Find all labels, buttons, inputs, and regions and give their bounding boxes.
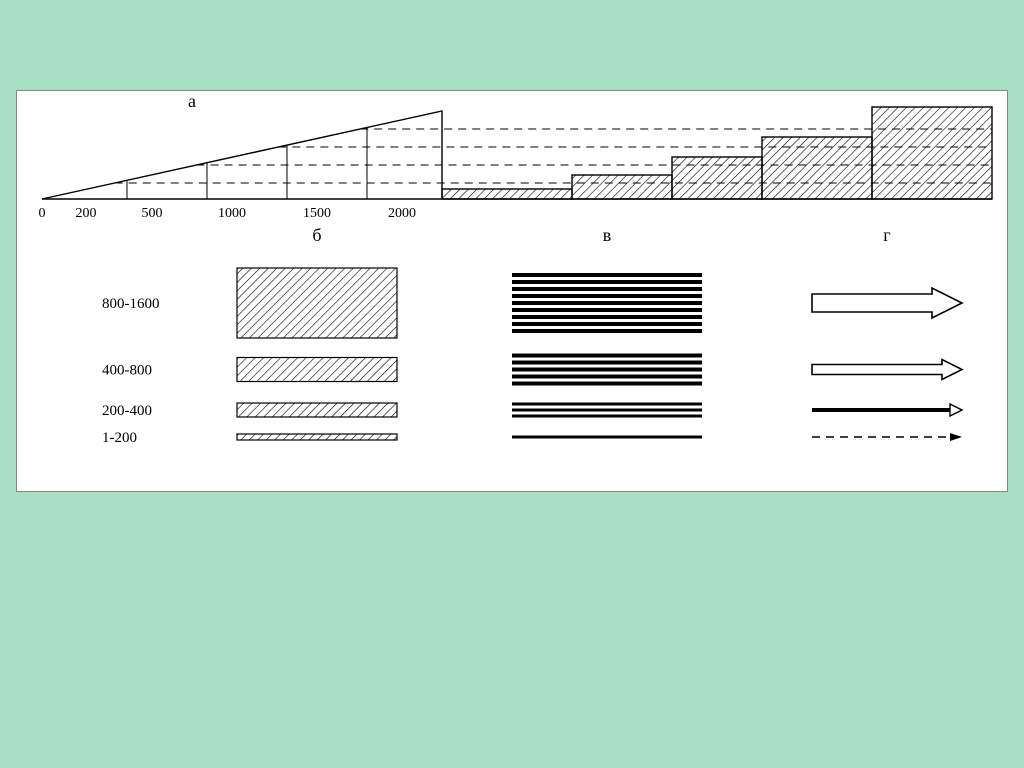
legend-swatch-hatched <box>237 403 397 417</box>
legend-row-label: 1-200 <box>102 430 137 446</box>
section-label-v: в <box>603 225 612 245</box>
diagram-svg: 0 200 500 1000 1500 2000 а б в г 800-1600 400-800 20… <box>17 91 1007 491</box>
section-label-g: г <box>883 225 890 245</box>
legend-swatch-hatched <box>237 268 397 338</box>
page-background: 0 200 500 1000 1500 2000 а б в г 800-1600 400-800 20… <box>0 0 1024 768</box>
legend-row-label: 800-1600 <box>102 296 160 312</box>
legend-arrowhead <box>950 404 962 416</box>
legend-swatch-hatched <box>237 358 397 382</box>
axis-tick-label: 0 <box>39 206 46 221</box>
axis-tick-label: 1000 <box>218 206 246 221</box>
legend-row-label: 200-400 <box>102 403 152 419</box>
diagram-panel: 0 200 500 1000 1500 2000 а б в г 800-1600 400-800 20… <box>16 90 1008 492</box>
axis-tick-label: 2000 <box>388 206 416 221</box>
legend-arrow-outline <box>812 360 962 380</box>
section-label-a: а <box>188 91 196 111</box>
legend-swatch-hatched <box>237 434 397 440</box>
section-a: 0 200 500 1000 1500 2000 а <box>39 91 993 221</box>
legend-group: б в г 800-1600 400-800 200-400 1-200 <box>102 225 962 446</box>
axis-tick-label: 1500 <box>303 206 331 221</box>
legend-arrowhead <box>950 433 962 441</box>
legend-row-label: 400-800 <box>102 363 152 379</box>
legend-arrow-outline <box>812 288 962 318</box>
axis-tick-label: 200 <box>76 206 97 221</box>
axis-tick-label: 500 <box>142 206 163 221</box>
section-label-b: б <box>312 225 321 245</box>
